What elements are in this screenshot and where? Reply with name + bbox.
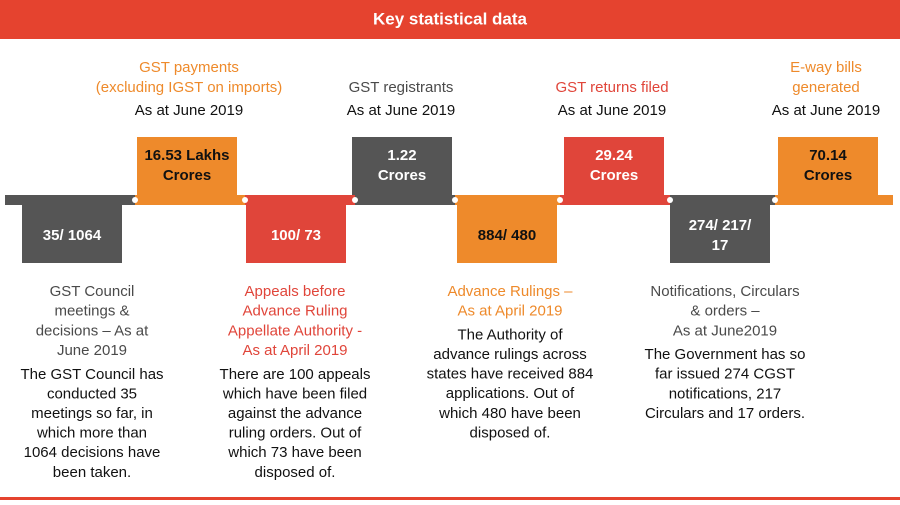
connector [557, 197, 563, 203]
value-text: 17 [712, 237, 729, 254]
item-body: which 480 have been [438, 405, 581, 422]
item-body: which have been filed [222, 385, 367, 402]
item-label: generated [792, 79, 860, 96]
item-body: notifications, 217 [669, 385, 782, 402]
value-text: 70.14 [809, 147, 847, 164]
connector [772, 197, 778, 203]
value-box [670, 205, 770, 263]
item-heading: Advance Ruling [242, 303, 347, 320]
item-heading: Notifications, Circulars [650, 283, 799, 300]
value-text: 29.24 [595, 147, 633, 164]
item-body: Circulars and 17 orders. [645, 405, 805, 422]
connector [132, 197, 138, 203]
timeline-segment [135, 195, 245, 205]
item-body: There are 100 appeals [220, 366, 371, 383]
value-text: Crores [590, 167, 638, 184]
item-body: ruling orders. Out of [229, 425, 362, 442]
item-label: GST registrants [349, 79, 454, 96]
item-body: 1064 decisions have [24, 444, 161, 461]
item-body: which more than [36, 425, 147, 442]
item-heading: Appellate Authority - [228, 322, 362, 339]
value-box [564, 137, 664, 195]
item-body: disposed of. [255, 464, 336, 481]
connector [667, 197, 673, 203]
timeline-segment [670, 195, 775, 205]
item-date: As at June 2019 [558, 102, 666, 119]
value-text: 100/ 73 [271, 227, 321, 244]
item-heading: As at June2019 [673, 322, 777, 339]
item-body: advance rulings across [433, 346, 586, 363]
item-heading: meetings & [54, 303, 129, 320]
item-heading: Appeals before [245, 283, 346, 300]
value-text: 884/ 480 [478, 227, 536, 244]
item-label: GST returns filed [555, 79, 668, 96]
item-heading: decisions – As at [36, 322, 149, 339]
timeline-segment [245, 195, 355, 205]
item-heading: As at April 2019 [457, 303, 562, 320]
value-box [352, 137, 452, 195]
value-box [22, 205, 122, 263]
item-body: which 73 have been [227, 444, 361, 461]
connector [452, 197, 458, 203]
value-text: 274/ 217/ [689, 217, 752, 234]
value-box [457, 205, 557, 263]
timeline-segment [455, 195, 560, 205]
item-body: against the advance [228, 405, 362, 422]
value-text: 1.22 [387, 147, 416, 164]
item-heading: Advance Rulings – [447, 283, 573, 300]
item-body: The GST Council has [20, 366, 163, 383]
item-heading: June 2019 [57, 342, 127, 359]
value-text: Crores [378, 167, 426, 184]
header-bar [0, 0, 900, 39]
item-body: states have received 884 [427, 366, 594, 383]
item-body: applications. Out of [446, 385, 575, 402]
footer-line [0, 497, 900, 500]
timeline-segment [5, 195, 135, 205]
value-text: 35/ 1064 [43, 227, 102, 244]
item-body: far issued 274 CGST [655, 366, 795, 383]
item-body: been taken. [53, 464, 131, 481]
item-date: As at June 2019 [135, 102, 243, 119]
timeline-segment [355, 195, 455, 205]
item-date: As at June 2019 [347, 102, 455, 119]
item-date: As at June 2019 [772, 102, 880, 119]
item-label: E-way bills [790, 59, 862, 76]
value-text: Crores [163, 167, 211, 184]
item-body: The Authority of [457, 326, 563, 343]
connector [242, 197, 248, 203]
item-heading: GST Council [50, 283, 135, 300]
item-label: (excluding IGST on imports) [96, 79, 282, 96]
timeline-segment [775, 195, 893, 205]
item-heading: & orders – [690, 303, 760, 320]
value-box [137, 137, 237, 195]
item-body: meetings so far, in [31, 405, 153, 422]
item-body: disposed of. [470, 424, 551, 441]
connector [352, 197, 358, 203]
item-label: GST payments [139, 59, 239, 76]
item-body: conducted 35 [47, 385, 137, 402]
value-box [778, 137, 878, 195]
header-title: Key statistical data [373, 9, 528, 28]
timeline-segment [560, 195, 670, 205]
item-heading: As at April 2019 [242, 342, 347, 359]
value-text: 16.53 Lakhs [144, 147, 229, 164]
timeline [5, 195, 893, 205]
value-box [246, 205, 346, 263]
value-text: Crores [804, 167, 852, 184]
item-body: The Government has so [645, 346, 806, 363]
